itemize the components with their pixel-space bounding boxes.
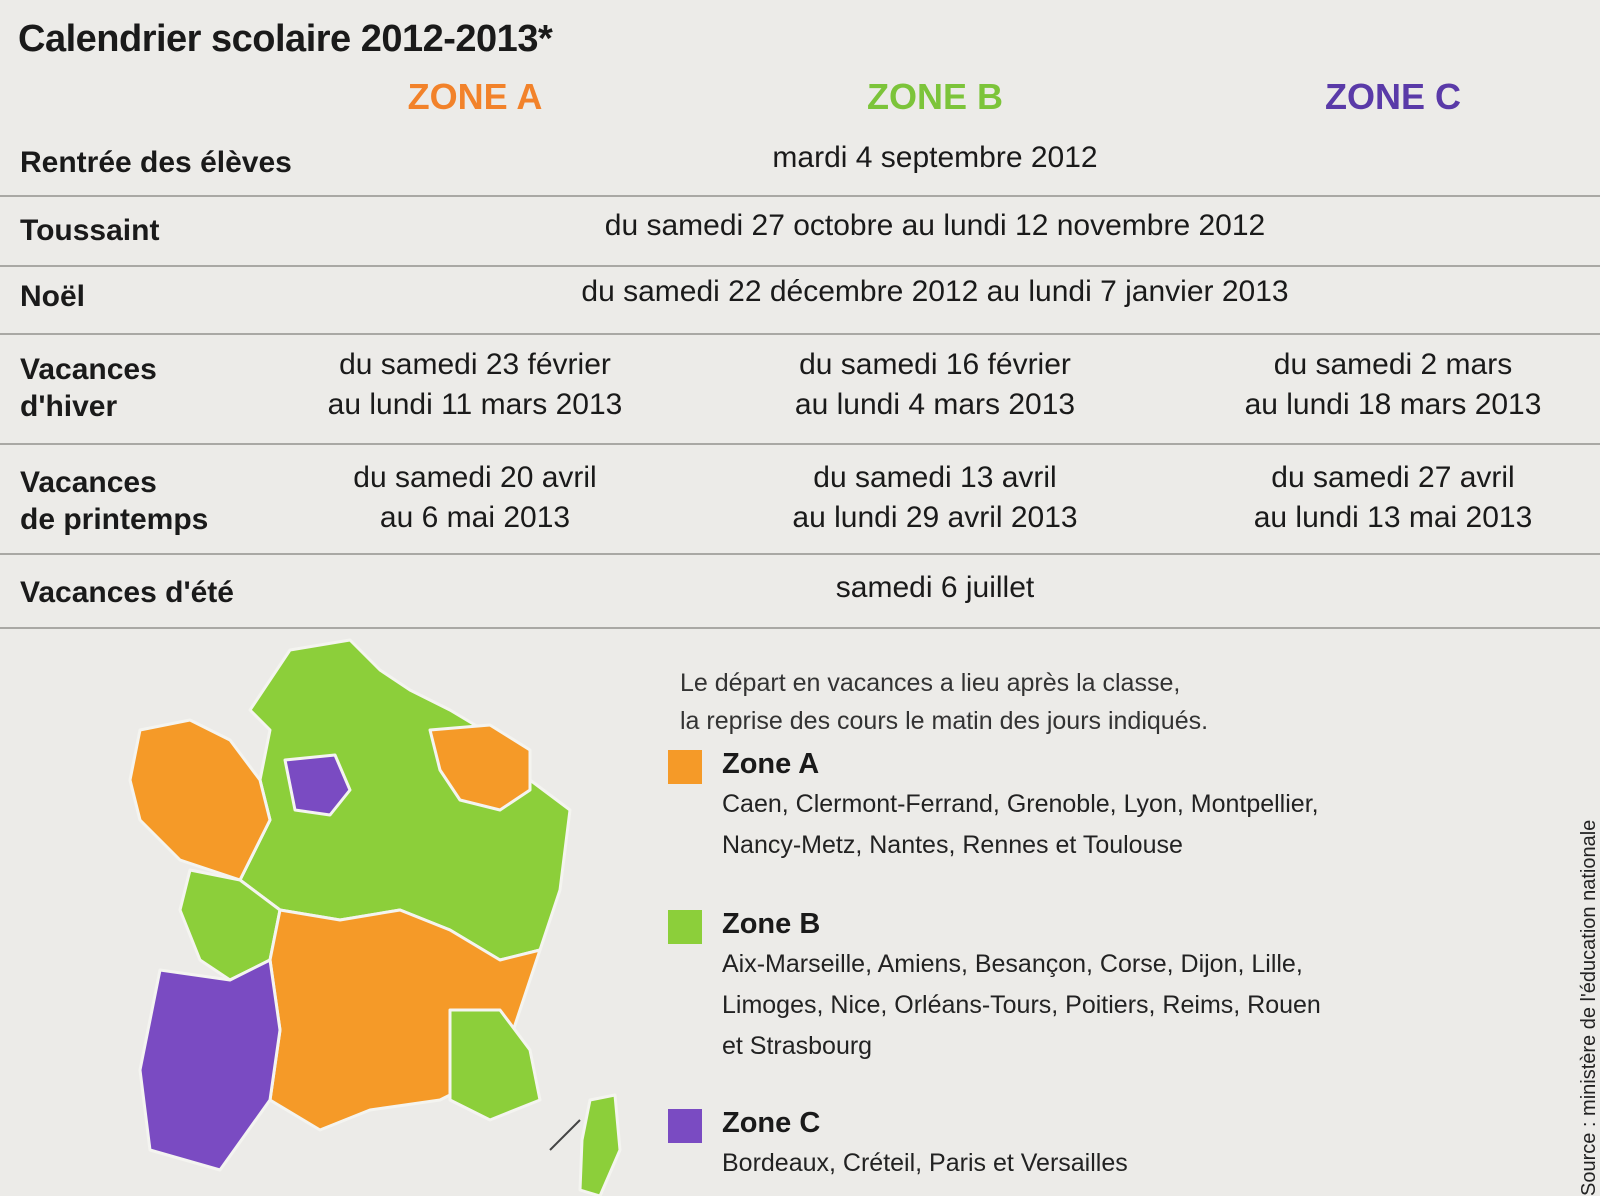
row-label: Vacances d'hiver xyxy=(20,351,157,425)
cell: du samedi 13 avril au lundi 29 avril 2013 xyxy=(792,458,1077,538)
cell: du samedi 16 février au lundi 4 mars 2013 xyxy=(795,345,1075,425)
source: Source : ministère de l'éducation nation… xyxy=(1578,819,1600,1196)
row-label-line: Vacances xyxy=(20,353,157,386)
row-label-line: Toussaint xyxy=(20,214,160,247)
cell-line: au lundi 11 mars 2013 xyxy=(327,388,623,421)
zone-header: ZONE C xyxy=(1324,76,1462,117)
row-rule xyxy=(0,627,1600,629)
row-rule xyxy=(0,195,1600,197)
legend-name: Zone C xyxy=(722,1107,821,1139)
legend-text: Nancy-Metz, Nantes, Rennes et Toulouse xyxy=(722,831,1183,859)
note-line: la reprise des cours le matin des jours … xyxy=(680,707,1209,735)
row-label: Toussaint xyxy=(20,212,159,249)
legend-text: Bordeaux, Créteil, Paris et Versailles xyxy=(722,1149,1128,1177)
cell-line: du samedi 27 avril xyxy=(1271,461,1515,494)
row-label: Vacances de printemps xyxy=(20,464,208,538)
note-line: Le départ en vacances a lieu après la cl… xyxy=(680,669,1181,697)
cell-line: du samedi 16 février xyxy=(799,348,1071,381)
cell-line: mardi 4 septembre 2012 xyxy=(772,141,1098,174)
cell-line: au lundi 18 mars 2013 xyxy=(1244,388,1542,421)
legend-name: Zone B xyxy=(722,908,821,940)
cell-line: du samedi 2 mars xyxy=(1273,348,1513,381)
row-label-line: Vacances xyxy=(20,466,157,499)
cell-line: samedi 6 juillet xyxy=(835,571,1035,604)
row-label-line: Noël xyxy=(20,280,86,313)
zone-header: ZONE A xyxy=(407,76,543,117)
cell-line: au lundi 13 mai 2013 xyxy=(1253,501,1533,534)
legend-text: Aix-Marseille, Amiens, Besançon, Corse, … xyxy=(722,950,1303,978)
legend-swatch xyxy=(668,750,702,784)
row-label-line: d'hiver xyxy=(20,390,118,423)
row-rule xyxy=(0,553,1600,555)
row-label: Noël xyxy=(20,278,85,315)
map xyxy=(128,638,622,1196)
legend-text: Caen, Clermont-Ferrand, Grenoble, Lyon, … xyxy=(722,790,1319,818)
cell-line: du samedi 13 avril xyxy=(813,461,1057,494)
row-label-line: Rentrée des élèves xyxy=(20,146,292,179)
note: Le départ en vacances a lieu après la cl… xyxy=(680,664,1208,740)
cell: du samedi 22 décembre 2012 au lundi 7 ja… xyxy=(581,272,1288,312)
row-rule xyxy=(0,265,1600,267)
cell-line: du samedi 27 octobre au lundi 12 novembr… xyxy=(604,209,1266,242)
cell-line: du samedi 23 février xyxy=(339,348,611,381)
row-label: Rentrée des élèves xyxy=(20,144,292,181)
cell-line: du samedi 20 avril xyxy=(353,461,597,494)
zone-header: ZONE B xyxy=(866,76,1004,117)
cell: du samedi 27 avril au lundi 13 mai 2013 xyxy=(1254,458,1533,538)
legend-name: Zone A xyxy=(722,748,820,780)
row-rule xyxy=(0,333,1600,335)
cell-line: au 6 mai 2013 xyxy=(379,501,571,534)
row-label-line: de printemps xyxy=(20,503,209,536)
cell: du samedi 23 février au lundi 11 mars 201… xyxy=(328,345,623,425)
title: Calendrier scolaire 2012-2013* xyxy=(18,18,553,60)
cell: du samedi 20 avril au 6 mai 2013 xyxy=(353,458,596,538)
row-rule xyxy=(0,443,1600,445)
cell: mardi 4 septembre 2012 xyxy=(772,138,1097,178)
legend-swatch xyxy=(668,910,702,944)
legend-text: Limoges, Nice, Orléans-Tours, Poitiers, … xyxy=(722,991,1321,1019)
cell-line: du samedi 22 décembre 2012 au lundi 7 ja… xyxy=(581,275,1289,308)
cell: samedi 6 juillet xyxy=(836,568,1034,608)
row-label: Vacances d'été xyxy=(20,574,234,611)
row-label-line: Vacances d'été xyxy=(20,576,234,609)
cell-line: au lundi 29 avril 2013 xyxy=(792,501,1078,534)
cell: du samedi 2 mars au lundi 18 mars 2013 xyxy=(1245,345,1542,425)
cell: du samedi 27 octobre au lundi 12 novembr… xyxy=(605,206,1265,246)
legend-text: et Strasbourg xyxy=(722,1032,873,1060)
legend-swatch xyxy=(668,1109,702,1143)
cell-line: au lundi 4 mars 2013 xyxy=(794,388,1076,421)
